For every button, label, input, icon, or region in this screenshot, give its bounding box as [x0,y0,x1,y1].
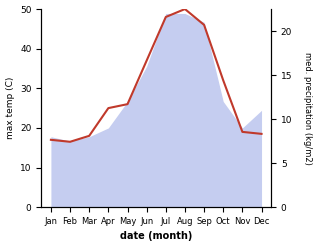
X-axis label: date (month): date (month) [120,231,192,242]
Y-axis label: max temp (C): max temp (C) [5,77,15,139]
Y-axis label: med. precipitation (kg/m2): med. precipitation (kg/m2) [303,52,313,165]
